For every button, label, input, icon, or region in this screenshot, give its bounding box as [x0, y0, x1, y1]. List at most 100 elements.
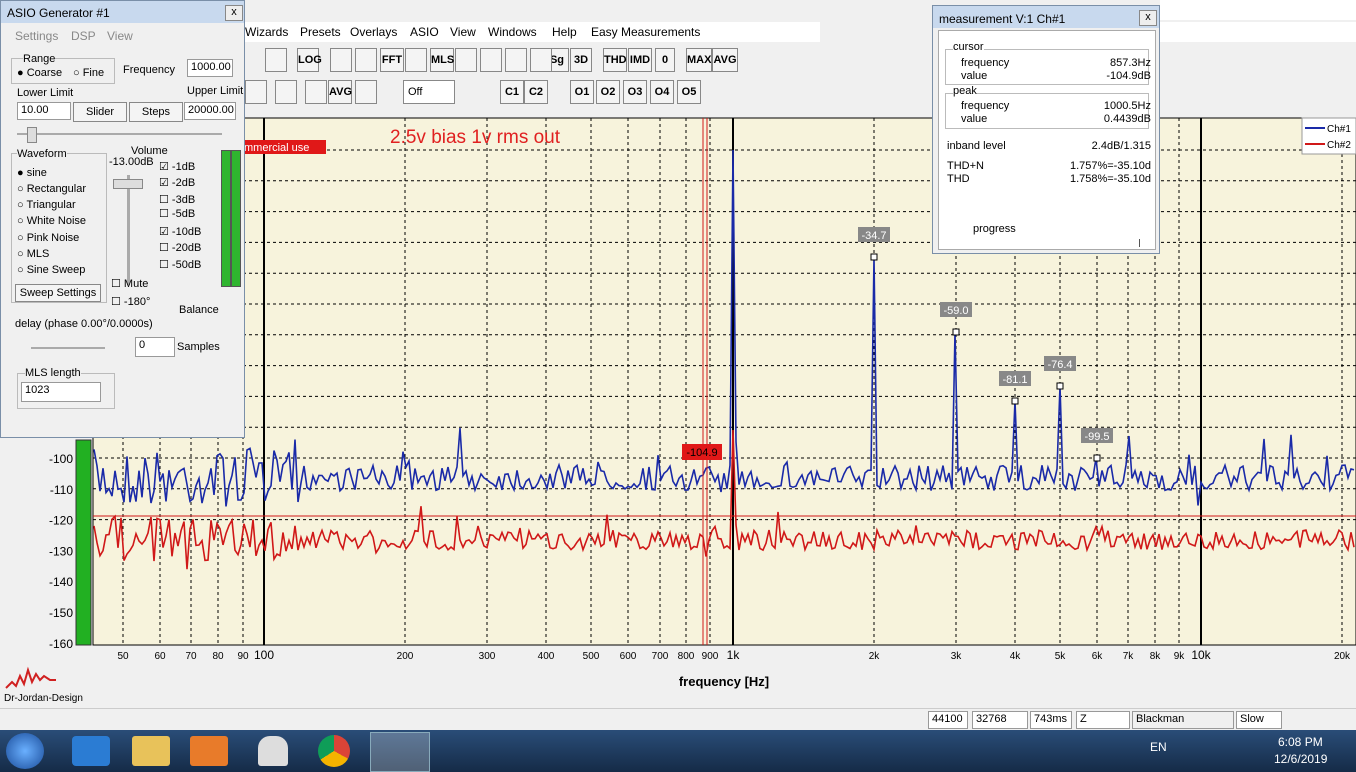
- toolbar-button[interactable]: IMD: [628, 48, 652, 72]
- toolbar-icon[interactable]: [480, 48, 502, 72]
- toolbar-icon[interactable]: [530, 48, 552, 72]
- peak-marker: [952, 328, 960, 336]
- toolbar-button[interactable]: MLS: [430, 48, 454, 72]
- status-field[interactable]: 743ms: [1030, 711, 1072, 729]
- radio-waveform[interactable]: ○ White Noise: [17, 215, 86, 227]
- toolbar-button[interactable]: AVG: [712, 48, 738, 72]
- toolbar-button[interactable]: C1: [500, 80, 524, 104]
- banner-text: mmercial use: [244, 142, 309, 154]
- toolbar-button[interactable]: O2: [596, 80, 620, 104]
- toolbar-button[interactable]: O3: [623, 80, 647, 104]
- sweep-button[interactable]: Sweep Settings: [15, 284, 101, 302]
- toolbar-icon[interactable]: [330, 48, 352, 72]
- mls-dropdown[interactable]: 1023: [21, 382, 101, 402]
- radio-waveform[interactable]: ● sine: [17, 167, 47, 179]
- toolbar-icon[interactable]: [305, 80, 327, 104]
- status-field[interactable]: Slow: [1236, 711, 1282, 729]
- menu-item[interactable]: Presets: [300, 25, 341, 39]
- ie-icon[interactable]: [72, 736, 110, 766]
- lower-field[interactable]: 10.00: [17, 102, 71, 120]
- menu-item[interactable]: Easy Measurements: [591, 25, 701, 39]
- frequency-slider[interactable]: [17, 133, 222, 135]
- close-button[interactable]: x: [1139, 10, 1157, 26]
- toolbar-button[interactable]: O4: [650, 80, 674, 104]
- toolbar-button[interactable]: THD: [603, 48, 627, 72]
- menu-item[interactable]: ASIO: [410, 25, 439, 39]
- trace: [93, 149, 1355, 507]
- label: frequency: [961, 57, 1010, 69]
- start-button[interactable]: [6, 733, 44, 769]
- slider-button[interactable]: Slider: [73, 102, 127, 122]
- radio-fine[interactable]: ○ Fine: [73, 67, 105, 79]
- window-title: ASIO Generator #1: [7, 6, 110, 20]
- x-axis-title: frequency [Hz]: [679, 674, 769, 689]
- checkbox-atten[interactable]: ☑ -1dB: [159, 161, 196, 173]
- menu-item[interactable]: DSP: [71, 29, 96, 43]
- toolbar-icon[interactable]: [455, 48, 477, 72]
- toolbar-button[interactable]: C2: [524, 80, 548, 104]
- toolbar-button[interactable]: Off: [403, 80, 455, 104]
- toolbar-icon[interactable]: [355, 80, 377, 104]
- window-title: measurement V:1 Ch#1: [939, 12, 1066, 26]
- radio-waveform[interactable]: ○ Pink Noise: [17, 232, 80, 244]
- explorer-icon[interactable]: [132, 736, 170, 766]
- status-field[interactable]: 44100: [928, 711, 968, 729]
- toolbar-button[interactable]: FFT: [380, 48, 404, 72]
- upper-field[interactable]: 20000.00: [184, 102, 236, 120]
- cursor-tag: [682, 444, 722, 460]
- status-field[interactable]: Z: [1076, 711, 1130, 729]
- chrome-icon[interactable]: [318, 735, 350, 767]
- toolbar-icon[interactable]: [265, 48, 287, 72]
- toolbar-icon[interactable]: [405, 48, 427, 72]
- close-button[interactable]: x: [225, 5, 243, 21]
- checkbox-mute[interactable]: ☐ Mute: [111, 278, 149, 290]
- checkbox-atten[interactable]: ☐ -20dB: [159, 242, 202, 254]
- app-icon[interactable]: [258, 736, 288, 766]
- status-field[interactable]: 32768: [972, 711, 1028, 729]
- menu-item[interactable]: View: [107, 29, 133, 43]
- x-tick-label: 70: [185, 651, 197, 662]
- radio-waveform[interactable]: ○ Rectangular: [17, 183, 87, 195]
- label: MLS: [26, 248, 50, 260]
- status-field[interactable]: Blackman: [1132, 711, 1234, 729]
- toolbar-icon[interactable]: [355, 48, 377, 72]
- group-label: Range: [23, 53, 56, 65]
- slider-thumb[interactable]: [27, 127, 37, 143]
- menu-item[interactable]: Help: [552, 25, 577, 39]
- menu-item[interactable]: Settings: [15, 29, 59, 43]
- checkbox-atten[interactable]: ☐ -50dB: [159, 259, 202, 271]
- toolbar-icon[interactable]: [275, 80, 297, 104]
- toolbar-button[interactable]: 0: [655, 48, 675, 72]
- toolbar-icon[interactable]: [505, 48, 527, 72]
- radio-waveform[interactable]: ○ Triangular: [17, 199, 76, 211]
- checkbox-atten[interactable]: ☑ -10dB: [159, 226, 202, 238]
- toolbar-button[interactable]: MAX: [686, 48, 712, 72]
- frequency-field[interactable]: 1000.00: [187, 59, 233, 77]
- samples-field[interactable]: 0: [135, 337, 175, 357]
- menu-item[interactable]: Windows: [488, 25, 537, 39]
- checkbox-invert[interactable]: ☐ -180°: [111, 296, 151, 308]
- x-tick-label: 400: [538, 651, 555, 662]
- checkbox-atten[interactable]: ☑ -2dB: [159, 177, 196, 189]
- menu-item[interactable]: View: [450, 25, 476, 39]
- radio-waveform[interactable]: ○ Sine Sweep: [17, 264, 86, 276]
- media-icon[interactable]: [190, 736, 228, 766]
- toolbar-button[interactable]: O5: [677, 80, 701, 104]
- checkbox-atten[interactable]: ☐ -3dB: [159, 194, 196, 206]
- toolbar-button[interactable]: AVG: [328, 80, 352, 104]
- steps-button[interactable]: Steps: [129, 102, 183, 122]
- checkbox-atten[interactable]: ☐ -5dB: [159, 208, 196, 220]
- menu-item[interactable]: Overlays: [350, 25, 398, 39]
- arta-task[interactable]: [370, 732, 430, 772]
- volume-thumb[interactable]: [113, 179, 143, 189]
- menu-item[interactable]: Wizards: [245, 25, 289, 39]
- delay-slider[interactable]: [31, 347, 105, 349]
- toolbar-button[interactable]: 3D: [570, 48, 592, 72]
- toolbar-button[interactable]: O1: [570, 80, 594, 104]
- radio-waveform[interactable]: ○ MLS: [17, 248, 50, 260]
- toolbar-button[interactable]: LOG: [297, 48, 322, 72]
- volume-slider[interactable]: [127, 175, 130, 285]
- toolbar-icon[interactable]: [245, 80, 267, 104]
- radio-coarse[interactable]: ● Coarse: [17, 67, 63, 79]
